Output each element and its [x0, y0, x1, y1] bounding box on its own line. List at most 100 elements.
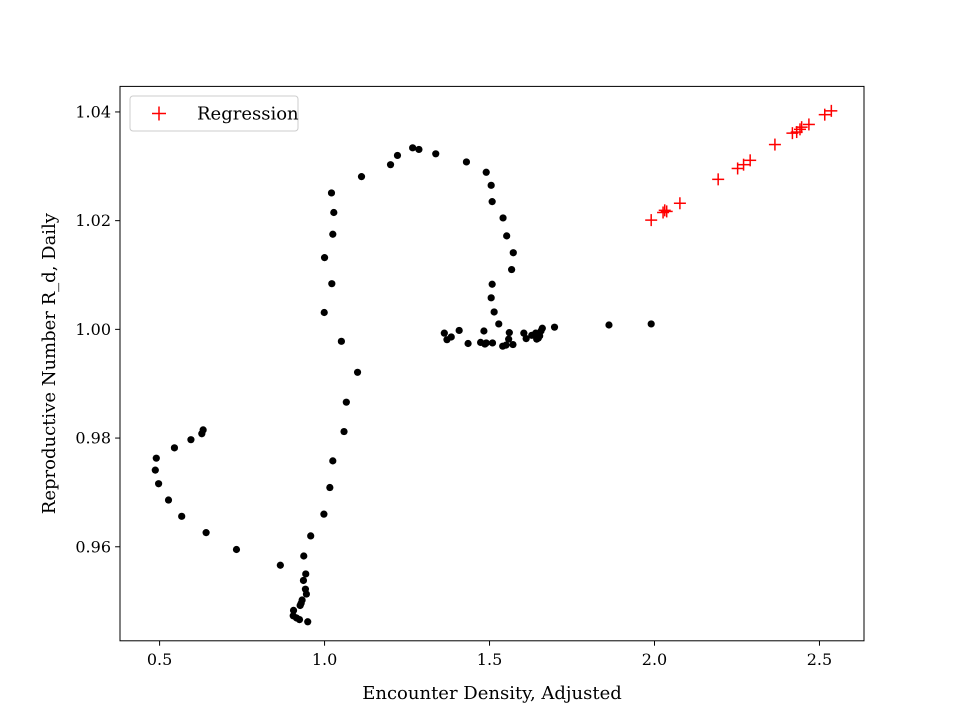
data-point: [155, 480, 163, 488]
data-point: [202, 529, 210, 537]
data-point: [499, 214, 507, 222]
regression-point: [645, 214, 658, 227]
data-point: [295, 616, 304, 624]
data-point: [481, 340, 489, 348]
regression-point: [818, 108, 831, 121]
data-point: [320, 254, 329, 262]
data-point: [503, 232, 511, 240]
data-point: [300, 552, 308, 560]
regression-point: [802, 118, 815, 131]
data-point: [170, 444, 179, 452]
y-tick-label: 1.00: [75, 320, 111, 339]
data-marks: [151, 104, 838, 626]
data-point: [289, 606, 298, 614]
data-point: [307, 532, 315, 540]
regression-point: [712, 173, 725, 186]
data-point: [440, 329, 448, 337]
data-point: [464, 339, 472, 348]
data-point: [320, 308, 328, 317]
data-point: [330, 208, 338, 217]
data-point: [276, 561, 284, 569]
legend: Regression: [129, 95, 299, 132]
y-tick-label: 0.98: [75, 429, 111, 448]
regression-point: [673, 197, 686, 210]
regression-point: [793, 123, 806, 136]
y-tick-label: 1.02: [75, 211, 111, 230]
data-point: [505, 335, 513, 343]
data-point: [647, 320, 655, 328]
data-point: [329, 457, 337, 465]
data-point: [482, 168, 490, 176]
data-point: [432, 150, 440, 158]
data-point: [302, 570, 310, 578]
data-point: [232, 545, 241, 554]
data-point: [505, 329, 513, 337]
x-tick-label: 2.0: [642, 650, 667, 669]
axes-frame: [119, 85, 865, 642]
data-point: [353, 368, 362, 376]
data-point: [386, 161, 395, 169]
data-point: [328, 280, 336, 288]
data-point: [495, 320, 503, 328]
data-point: [480, 327, 488, 335]
legend-marker-plus: [152, 106, 166, 121]
data-point: [337, 337, 345, 345]
data-point: [302, 590, 311, 598]
data-point: [152, 454, 160, 462]
data-point: [178, 512, 186, 520]
data-point: [605, 321, 613, 329]
x-axis-ticks: 0.5 1.0 1.5 2.0 2.5: [147, 640, 832, 669]
data-point: [488, 280, 496, 288]
legend-box: [129, 95, 299, 132]
data-point: [187, 436, 195, 444]
regression-point: [737, 158, 750, 171]
data-point: [198, 430, 206, 438]
x-tick-label: 1.0: [312, 650, 337, 669]
data-point: [299, 576, 308, 585]
data-point: [490, 308, 498, 316]
data-point: [487, 294, 495, 302]
legend-label-regression: Regression: [197, 104, 299, 125]
regression-point: [795, 121, 808, 134]
y-axis-label: Reproductive Number R_d, Daily: [39, 212, 60, 514]
data-point: [151, 466, 159, 474]
x-tick-label: 0.5: [147, 650, 172, 669]
data-point: [340, 427, 348, 436]
data-point: [488, 339, 497, 347]
data-point: [326, 483, 334, 492]
data-point: [455, 326, 463, 335]
data-point: [522, 334, 530, 343]
data-point: [509, 249, 517, 257]
data-point: [509, 340, 517, 349]
x-axis-label: Encounter Density, Adjusted: [362, 683, 622, 704]
regression-point: [744, 154, 757, 167]
data-point: [320, 510, 328, 518]
data-point: [357, 173, 366, 181]
data-point: [447, 333, 455, 341]
data-point: [304, 618, 312, 626]
data-point: [342, 398, 350, 406]
data-point: [487, 181, 495, 189]
data-point: [520, 329, 528, 337]
data-point: [393, 151, 402, 160]
data-point: [164, 496, 173, 504]
y-tick-label: 0.96: [75, 537, 111, 556]
data-point: [296, 601, 304, 610]
data-point: [538, 324, 546, 332]
regression-point: [768, 138, 781, 151]
regression-point: [825, 104, 838, 117]
data-point: [502, 341, 510, 349]
data-point: [550, 323, 559, 331]
data-point: [329, 230, 337, 238]
data-point: [462, 158, 471, 166]
regression-point: [658, 204, 671, 217]
x-tick-label: 2.5: [807, 650, 832, 669]
data-point: [508, 265, 516, 274]
data-point: [415, 145, 423, 154]
plot-area: [120, 86, 864, 641]
y-tick-label: 1.04: [75, 102, 111, 121]
y-axis-ticks: 0.96 0.98 1.00 1.02 1.04: [75, 102, 120, 556]
data-point: [327, 189, 336, 197]
x-tick-label: 1.5: [477, 650, 502, 669]
